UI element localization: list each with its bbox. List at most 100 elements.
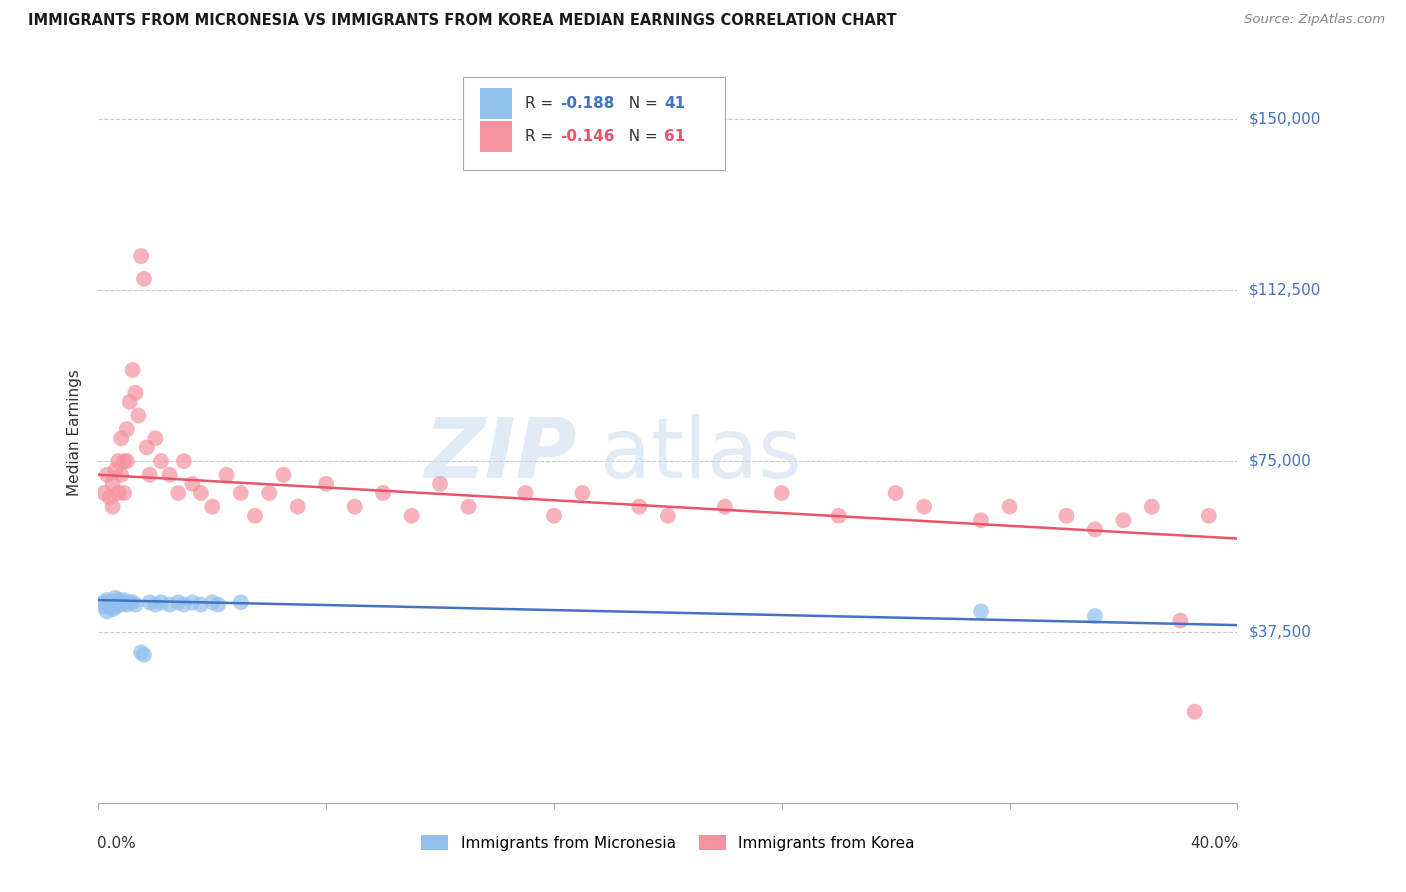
- Point: [259, 486, 281, 500]
- Point: [101, 602, 124, 616]
- FancyBboxPatch shape: [479, 87, 512, 119]
- Point: [98, 595, 121, 609]
- Point: [828, 508, 851, 523]
- Text: IMMIGRANTS FROM MICRONESIA VS IMMIGRANTS FROM KOREA MEDIAN EARNINGS CORRELATION : IMMIGRANTS FROM MICRONESIA VS IMMIGRANTS…: [28, 13, 897, 29]
- Text: $37,500: $37,500: [1249, 624, 1312, 640]
- Point: [107, 486, 129, 500]
- Point: [104, 599, 127, 614]
- Text: N =: N =: [619, 95, 662, 111]
- Point: [215, 467, 238, 482]
- Point: [118, 595, 141, 609]
- Point: [115, 454, 138, 468]
- Point: [201, 595, 224, 609]
- Point: [115, 422, 138, 436]
- Point: [107, 598, 129, 612]
- Point: [129, 249, 152, 263]
- Point: [159, 467, 181, 482]
- Point: [229, 595, 252, 609]
- Point: [243, 508, 266, 523]
- Text: N =: N =: [619, 129, 662, 144]
- Point: [457, 500, 479, 514]
- Point: [124, 385, 146, 400]
- Point: [101, 598, 124, 612]
- Point: [287, 500, 309, 514]
- Point: [628, 500, 651, 514]
- Point: [1056, 508, 1078, 523]
- Point: [138, 595, 160, 609]
- Point: [132, 648, 155, 662]
- Text: -0.188: -0.188: [560, 95, 614, 111]
- Text: R =: R =: [526, 95, 558, 111]
- Point: [110, 431, 132, 445]
- Point: [121, 363, 143, 377]
- Point: [998, 500, 1021, 514]
- Point: [229, 486, 252, 500]
- Text: 61: 61: [665, 129, 686, 144]
- Text: 40.0%: 40.0%: [1189, 836, 1239, 851]
- Point: [167, 486, 190, 500]
- Point: [101, 595, 124, 609]
- Point: [107, 454, 129, 468]
- Point: [181, 595, 204, 609]
- Text: Source: ZipAtlas.com: Source: ZipAtlas.com: [1244, 13, 1385, 27]
- Point: [770, 486, 793, 500]
- Point: [112, 454, 135, 468]
- Point: [98, 598, 121, 612]
- Point: [515, 486, 537, 500]
- Point: [93, 595, 115, 609]
- Point: [1140, 500, 1163, 514]
- Point: [127, 409, 149, 423]
- Point: [135, 441, 157, 455]
- Point: [1084, 609, 1107, 624]
- Point: [132, 272, 155, 286]
- Point: [115, 598, 138, 612]
- Point: [98, 491, 121, 505]
- Point: [571, 486, 593, 500]
- Point: [96, 598, 118, 612]
- Point: [970, 604, 993, 618]
- Point: [315, 476, 337, 491]
- Point: [129, 645, 152, 659]
- Point: [96, 593, 118, 607]
- Point: [657, 508, 679, 523]
- Point: [112, 486, 135, 500]
- Point: [115, 595, 138, 609]
- Point: [107, 595, 129, 609]
- Point: [118, 395, 141, 409]
- Point: [173, 598, 195, 612]
- Point: [101, 500, 124, 514]
- Point: [543, 508, 565, 523]
- Point: [93, 486, 115, 500]
- Point: [145, 431, 167, 445]
- Point: [145, 598, 167, 612]
- Point: [104, 463, 127, 477]
- Text: 0.0%: 0.0%: [97, 836, 136, 851]
- Point: [96, 467, 118, 482]
- Text: $112,500: $112,500: [1249, 283, 1322, 298]
- Point: [173, 454, 195, 468]
- Point: [912, 500, 935, 514]
- Text: -0.146: -0.146: [560, 129, 614, 144]
- Point: [104, 591, 127, 605]
- Point: [1170, 614, 1192, 628]
- Point: [167, 595, 190, 609]
- Point: [110, 598, 132, 612]
- Point: [1084, 523, 1107, 537]
- Point: [1184, 705, 1206, 719]
- Text: $150,000: $150,000: [1249, 112, 1322, 127]
- Point: [273, 467, 295, 482]
- Point: [93, 599, 115, 614]
- Point: [190, 486, 212, 500]
- Y-axis label: Median Earnings: Median Earnings: [67, 369, 83, 496]
- Point: [112, 595, 135, 609]
- Point: [107, 593, 129, 607]
- Text: $75,000: $75,000: [1249, 454, 1312, 468]
- Legend: Immigrants from Micronesia, Immigrants from Korea: Immigrants from Micronesia, Immigrants f…: [420, 835, 915, 851]
- Point: [970, 513, 993, 527]
- Point: [150, 595, 173, 609]
- Point: [201, 500, 224, 514]
- Text: R =: R =: [526, 129, 558, 144]
- Point: [401, 508, 423, 523]
- Point: [181, 476, 204, 491]
- Text: atlas: atlas: [599, 414, 801, 495]
